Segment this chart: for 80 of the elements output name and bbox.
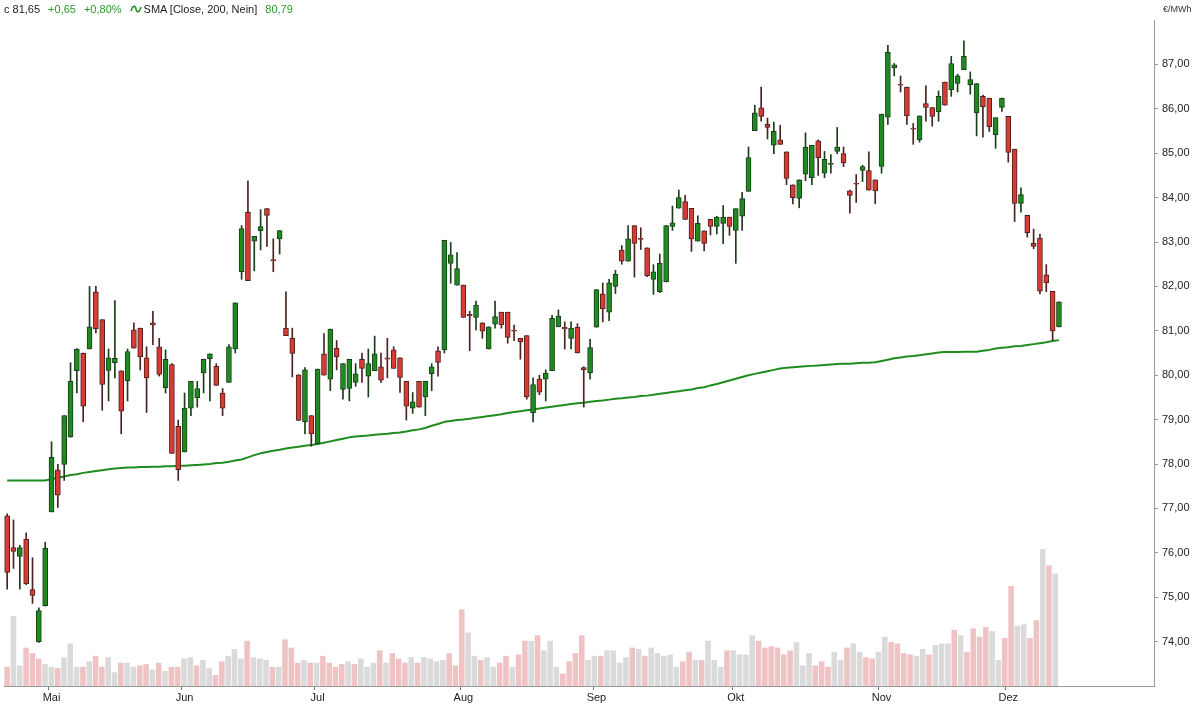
candlestick (758, 86, 764, 122)
candlestick (580, 366, 587, 408)
text: +0,65 (48, 3, 76, 15)
bar (193, 665, 200, 686)
bar (1046, 565, 1052, 686)
bar (642, 655, 648, 686)
bar (244, 640, 250, 686)
bar (477, 659, 484, 686)
y-axis-title: €/MWh (1163, 4, 1192, 14)
bar (162, 670, 168, 686)
y-tick-label: 81,00 (1162, 323, 1190, 336)
candlestick (720, 205, 726, 245)
bar (597, 655, 604, 686)
bar (4, 666, 10, 686)
bar (86, 661, 93, 686)
bar (844, 647, 850, 686)
text: +0,80% (83, 3, 122, 15)
candlestick (834, 127, 841, 154)
y-tick-label: 87,00 (1162, 57, 1190, 70)
x-tick-label: Jul (310, 690, 325, 703)
bar (307, 662, 314, 686)
candlestick (847, 189, 853, 214)
candlestick (150, 310, 156, 345)
y-tick-label: 74,00 (1162, 634, 1190, 647)
candlestick (542, 369, 549, 402)
y-tick-label: 79,00 (1162, 412, 1190, 425)
candlestick (777, 124, 783, 145)
candlestick (853, 174, 860, 203)
bar (724, 650, 730, 686)
bar (957, 635, 964, 686)
candlestick (283, 291, 289, 337)
x-tick-label: Jun (175, 690, 194, 703)
candlestick (980, 94, 986, 138)
bar (54, 668, 61, 686)
bar (629, 647, 636, 686)
y-tick-label: 75,00 (1162, 590, 1190, 603)
candlestick (264, 208, 270, 247)
bar (80, 666, 86, 686)
y-tick-label: 77,00 (1162, 501, 1190, 514)
y-tick-label: 78,00 (1162, 457, 1190, 470)
y-tick-label: 84,00 (1162, 190, 1190, 203)
bar (383, 662, 389, 686)
y-tick-label: 82,00 (1162, 279, 1190, 292)
x-tick-label: Sep (586, 690, 607, 703)
bar (534, 635, 541, 686)
candlestick (828, 154, 834, 174)
y-tick-label: 86,00 (1162, 101, 1190, 114)
x-tick-label: Nov (871, 690, 892, 703)
y-tick-label: 85,00 (1162, 146, 1190, 159)
text: c 81,65 (4, 3, 41, 15)
bar (408, 657, 415, 686)
x-tick-label: Okt (727, 690, 745, 703)
bar (301, 659, 307, 686)
candlestick (17, 544, 23, 590)
y-tick-label: 76,00 (1162, 545, 1190, 558)
bar (698, 659, 705, 686)
bar (376, 650, 383, 686)
candlestick (207, 353, 213, 402)
bar (1039, 549, 1046, 686)
x-tick-label: Dez (998, 690, 1019, 703)
x-tick-label: Aug (453, 690, 474, 703)
y-tick-label: 83,00 (1162, 235, 1190, 248)
bar (345, 661, 351, 686)
candlestick (251, 235, 258, 272)
bar (951, 629, 958, 686)
bar (118, 662, 124, 686)
y-tick-label: 80,00 (1162, 368, 1190, 381)
legend-label: SMA [Close, 200, Nein] (143, 3, 258, 15)
bar (692, 659, 699, 686)
bar (635, 649, 642, 686)
bar (528, 640, 534, 686)
candlestick (112, 300, 118, 379)
text: 80,79 (265, 3, 293, 15)
candlestick (923, 85, 929, 122)
bar (1052, 573, 1059, 686)
candlestick (511, 324, 517, 341)
candlestick (910, 123, 917, 145)
bar (351, 664, 358, 686)
bar (926, 654, 932, 686)
x-tick-label: Mai (42, 690, 61, 703)
